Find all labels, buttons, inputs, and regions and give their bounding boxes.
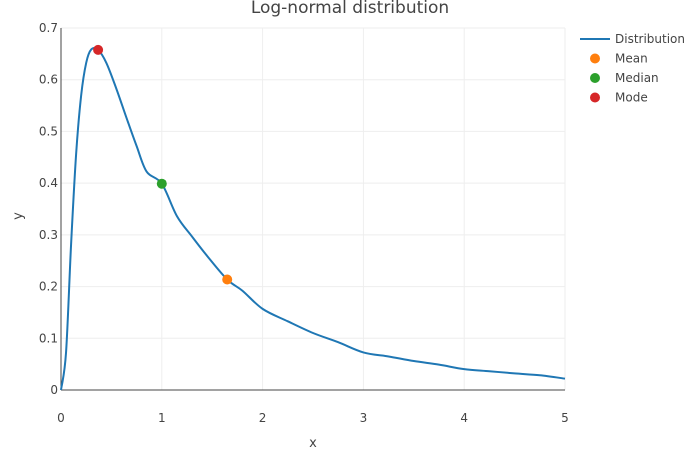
legend-label: Mean [615,52,648,66]
chart-title: Log-normal distribution [251,0,449,18]
legend[interactable]: Distribution Mean Median Mode [580,32,685,105]
legend-item-mode[interactable]: Mode [590,91,648,105]
y-tick-label: 0.2 [39,280,58,294]
y-axis-label: y [11,212,26,220]
x-axis-label: x [309,436,317,450]
legend-item-mean[interactable]: Mean [590,52,648,66]
legend-marker-swatch [590,53,600,64]
y-tick-label: 0 [50,383,58,397]
axes: 0 1 2 3 4 5 0 0.1 0.2 0.3 0.4 0.5 0.6 0.7 [39,21,569,425]
legend-marker-swatch [590,73,600,83]
mode-point [93,44,104,55]
legend-label: Mode [615,91,648,105]
median-point [156,178,167,189]
x-tick-label: 3 [360,411,368,425]
legend-item-median[interactable]: Median [590,71,659,85]
y-tick-label: 0.6 [39,73,58,87]
grid [61,27,566,390]
distribution-curve [60,47,566,391]
y-tick-label: 0.1 [39,331,58,345]
plot-area [60,44,566,391]
x-tick-label: 4 [460,411,468,425]
y-tick-label: 0.5 [39,124,58,138]
x-tick-label: 1 [158,411,166,425]
y-tick-label: 0.7 [39,21,58,35]
legend-label: Distribution [615,32,685,46]
y-tick-label: 0.4 [39,176,58,190]
y-tick-label: 0.3 [39,228,58,242]
legend-item-distribution[interactable]: Distribution [580,32,685,46]
x-tick-label: 0 [57,411,65,425]
x-tick-label: 5 [561,411,569,425]
legend-label: Median [615,71,659,85]
mean-point [222,274,233,285]
x-tick-label: 2 [259,411,267,425]
legend-marker-swatch [590,92,600,103]
